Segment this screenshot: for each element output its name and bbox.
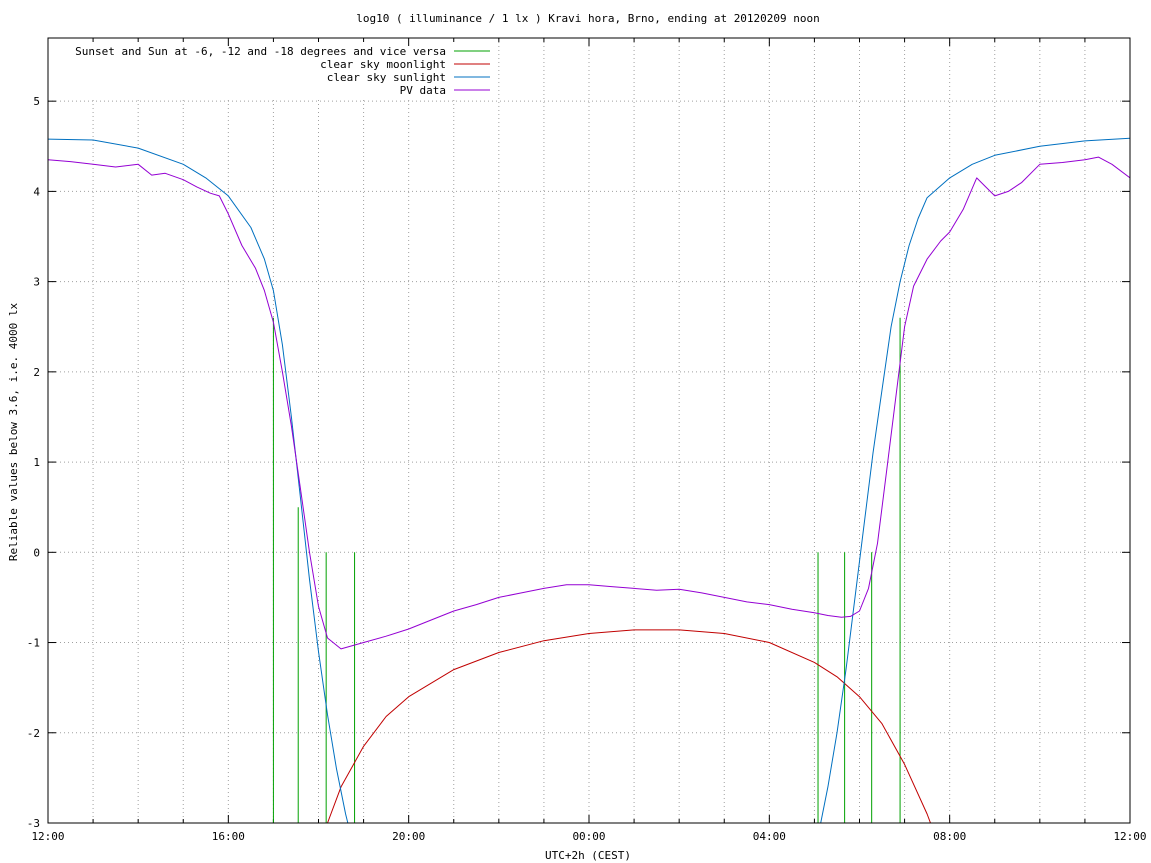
series-layer [48, 137, 1130, 823]
legend: Sunset and Sun at -6, -12 and -18 degree… [75, 45, 490, 97]
y-tick-label: 0 [33, 546, 40, 559]
series-line-pv-data [48, 156, 1130, 650]
x-tick-label: 16:00 [212, 830, 245, 843]
grid-layer [48, 38, 1130, 823]
y-tick-label: -1 [27, 637, 40, 650]
x-tick-label: 00:00 [572, 830, 605, 843]
legend-label: PV data [400, 84, 446, 97]
chart-title: log10 ( illuminance / 1 lx ) Kravi hora,… [356, 12, 820, 25]
x-axis-label: UTC+2h (CEST) [545, 849, 631, 862]
plot-frame [47, 37, 1131, 824]
y-axis-label: Reliable values below 3.6, i.e. 4000 lx [7, 302, 20, 561]
series-sunset-and-sun-at-6-12-and-18-degrees-and-vice-versa [272, 317, 901, 823]
axis-layer: 12:00 16:00 20:00 00:00 04:00 08:00 12:00-3-2-… [27, 38, 1147, 843]
x-tick-label: 12:00 [1113, 830, 1146, 843]
legend-label: clear sky moonlight [320, 58, 446, 71]
x-tick-label: 20:00 [392, 830, 425, 843]
series-line-clear-sky-moonlight [326, 629, 932, 823]
y-tick-label: 2 [33, 366, 40, 379]
legend-label: Sunset and Sun at -6, -12 and -18 degree… [75, 45, 446, 58]
y-tick-label: 3 [33, 276, 40, 289]
y-tick-label: 1 [33, 456, 40, 469]
y-tick-label: -2 [27, 727, 40, 740]
x-tick-label: 12:00 [31, 830, 64, 843]
y-tick-label: 5 [33, 95, 40, 108]
x-tick-label: 04:00 [753, 830, 786, 843]
y-tick-label: -3 [27, 817, 40, 830]
series-line-clear-sky-sunlight [48, 137, 1130, 823]
x-tick-label: 08:00 [933, 830, 966, 843]
legend-label: clear sky sunlight [327, 71, 446, 84]
y-tick-label: 4 [33, 185, 40, 198]
